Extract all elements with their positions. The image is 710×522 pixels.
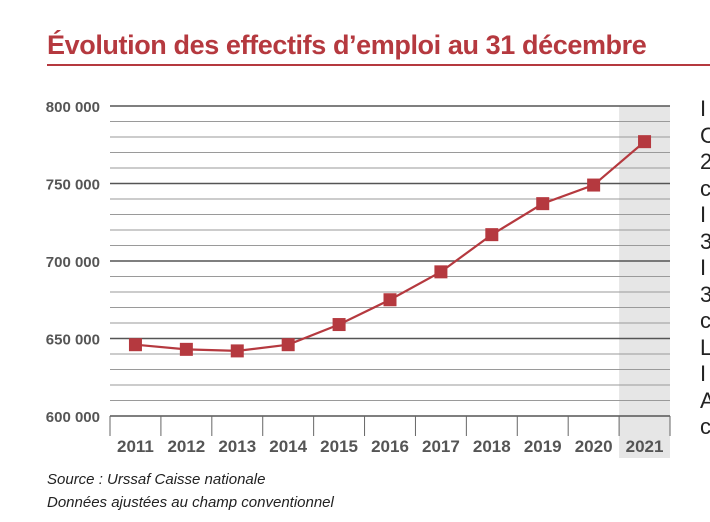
adjacent-text-char: I	[700, 96, 707, 121]
source-line-1: Source : Urssaf Caisse nationale	[47, 471, 266, 488]
adjacent-text-char: 2	[700, 149, 710, 174]
x-tick-label: 2013	[218, 437, 256, 456]
x-tick-label: 2017	[422, 437, 460, 456]
adjacent-text-char: I	[700, 202, 707, 227]
x-tick-label: 2019	[524, 437, 562, 456]
x-tick-label: 2016	[371, 437, 409, 456]
y-tick-label: 700 000	[46, 254, 100, 271]
data-point	[128, 338, 142, 352]
x-tick-label: 2014	[269, 437, 307, 456]
adjacent-text-char: c	[700, 175, 710, 201]
adjacent-text-char: c	[700, 414, 710, 439]
adjacent-text-char: I	[700, 255, 707, 280]
x-tick-label: 2012	[167, 437, 205, 456]
chart-title: Évolution des effectifs d’emploi au 31 d…	[47, 30, 647, 60]
line-chart: 600 000 650 000 700 000 750 000 800 000 2011 2…	[46, 99, 671, 458]
adjacent-text-char: 3	[700, 281, 710, 307]
x-tick-label: 2021	[626, 437, 664, 456]
data-point	[485, 228, 499, 242]
highlight-band	[619, 106, 670, 458]
data-point	[230, 344, 244, 358]
y-tick-label: 750 000	[46, 177, 100, 194]
data-point	[332, 318, 346, 332]
adjacent-text-char: c	[700, 308, 710, 333]
adjacent-text-char: L	[700, 334, 710, 360]
title-underline	[47, 64, 710, 66]
data-point	[536, 197, 550, 211]
data-point	[434, 265, 448, 279]
x-tick-label: 2020	[575, 437, 613, 456]
y-tick-label: 650 000	[46, 332, 100, 349]
data-point	[383, 293, 397, 307]
data-point	[587, 178, 601, 192]
x-tick-label: 2011	[117, 437, 154, 456]
y-tick-label: 600 000	[46, 409, 100, 426]
series-line	[135, 140, 646, 353]
source-line-2: Données ajustées au champ conventionnel	[47, 494, 334, 511]
data-point	[281, 338, 295, 352]
data-point	[638, 135, 652, 149]
adjacent-text-char: A	[700, 387, 710, 413]
adjacent-text-char: 3	[700, 228, 710, 254]
adjacent-text-char: C	[700, 122, 710, 148]
adjacent-text-char: I	[700, 361, 707, 386]
data-point	[179, 342, 193, 356]
y-tick-label: 800 000	[46, 99, 100, 116]
x-tick-label: 2015	[320, 437, 358, 456]
x-tick-label: 2018	[473, 437, 511, 456]
